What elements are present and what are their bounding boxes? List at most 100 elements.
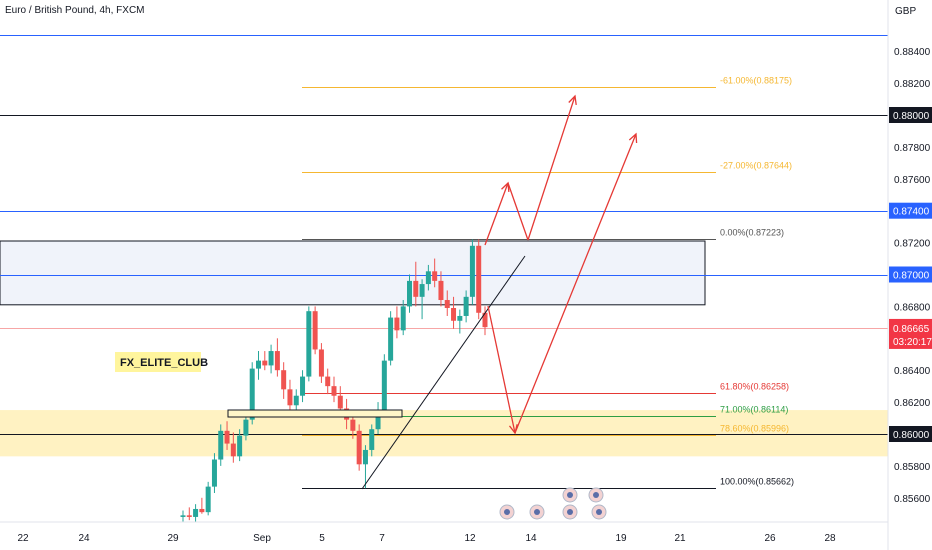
candle-body [476,245,482,313]
candle-body [469,245,475,297]
x-tick-label: 14 [525,533,537,544]
annotations-layer: FX_ELITE_CLUB [115,94,638,520]
current-price-label: 0.86665 [893,324,930,335]
candle-body [482,312,488,328]
candle-body [199,508,205,513]
candle-body [256,360,261,369]
news-event-icon-center [534,509,540,515]
candle-body [268,351,274,366]
countdown-label: 03:20:17 [893,337,932,348]
fib-level-label: 78.60%(0.85996) [720,424,789,434]
projection-arrow-down [487,305,516,434]
y-tick-label: 0.85800 [894,462,931,473]
news-event-icon-center [593,492,599,498]
fib-level-label: 61.80%(0.86258) [720,382,789,392]
candle-body [281,370,287,390]
candle-body [262,360,268,366]
candle-body [394,317,400,331]
y-tick-label: 0.87200 [894,239,931,250]
candle-body [230,443,236,457]
price-tag [889,426,932,442]
candle-body [274,351,280,371]
candle-body [337,395,343,409]
x-tick-label: 26 [764,533,776,544]
chart-title: Euro / British Pound, 4h, FXCM [5,5,145,16]
x-tick-label: 12 [464,533,476,544]
candle-body [325,376,331,387]
candle-body [350,419,356,431]
candle-body [300,376,306,396]
currency-label: GBP [895,6,916,17]
candle-body [356,430,362,465]
candle-body [463,296,469,316]
y-tick-label: 0.88400 [894,47,931,58]
x-tick-label: Sep [253,533,271,544]
candle-body [438,280,444,301]
fib-level-label: 71.00%(0.86114) [720,405,788,415]
brand-label: FX_ELITE_CLUB [120,357,208,369]
candle-body [457,315,463,321]
fib-level-label: 100.00%(0.85662) [720,477,794,487]
candle-body [432,271,438,281]
x-tick-label: 28 [824,533,836,544]
candle-body [400,306,406,331]
x-tick-label: 5 [319,533,325,544]
x-tick-label: 21 [674,533,686,544]
price-tag [889,266,932,283]
candle-body [388,317,394,361]
candle-body [362,449,368,465]
x-tick-label: 22 [17,533,29,544]
price-tag-label: 0.87000 [893,271,930,282]
y-tick-label: 0.85600 [894,494,931,505]
candle-body [293,395,299,406]
candle-body [205,486,211,513]
y-tick-label: 0.86200 [894,398,931,409]
candle-body [180,515,186,517]
resistance-zone [0,240,706,306]
zones-layer [0,240,888,457]
x-tick-label: 24 [78,533,90,544]
projection-arrow-up-2-head [568,94,577,106]
news-event-icon-center [567,492,573,498]
candle-body [224,430,230,444]
trend-line [361,255,526,490]
fib-level-label: -27.00%(0.87644) [720,161,792,171]
price-tag-label: 0.86000 [893,430,930,441]
candle-body [312,311,318,350]
fib-level-label: 0.00%(0.87223) [720,228,784,238]
candle-body [306,311,312,377]
candle-body [375,410,381,430]
candle-body [413,280,419,297]
y-tick-label: 0.87800 [894,143,931,154]
current-price-tag [889,318,932,349]
y-tick-label: 0.87600 [894,175,931,186]
price-tag [889,107,932,123]
candle-body [211,459,217,487]
candle-body [451,307,457,321]
support-box [227,409,403,418]
projection-arrow-up-1 [484,182,509,246]
price-tag-label: 0.87400 [893,207,930,218]
candle-body [444,300,450,308]
price-tags-layer: 0.88000 0.87400 0.87000 0.86000 0.86665 03:20… [889,107,932,442]
projection-arrow-up-3 [514,133,637,434]
candle-body [318,349,324,377]
price-tag [889,202,932,219]
candle-body [407,280,412,307]
horizontal-lines-layer [0,35,888,435]
price-tag-label: 0.88000 [893,111,930,122]
x-tick-label: 29 [167,533,179,544]
candle-body [186,515,192,517]
y-tick-label: 0.86400 [894,366,931,377]
news-event-icon-center [504,509,510,515]
candle-body [243,419,249,436]
candle-body [419,284,425,297]
candle-body [331,386,337,396]
projection-segment [507,182,529,241]
news-event-icon-center [596,509,602,515]
candle-body [237,435,243,457]
projection-arrow-up-3-head [628,132,638,144]
y-tick-label: 0.86800 [894,302,931,313]
